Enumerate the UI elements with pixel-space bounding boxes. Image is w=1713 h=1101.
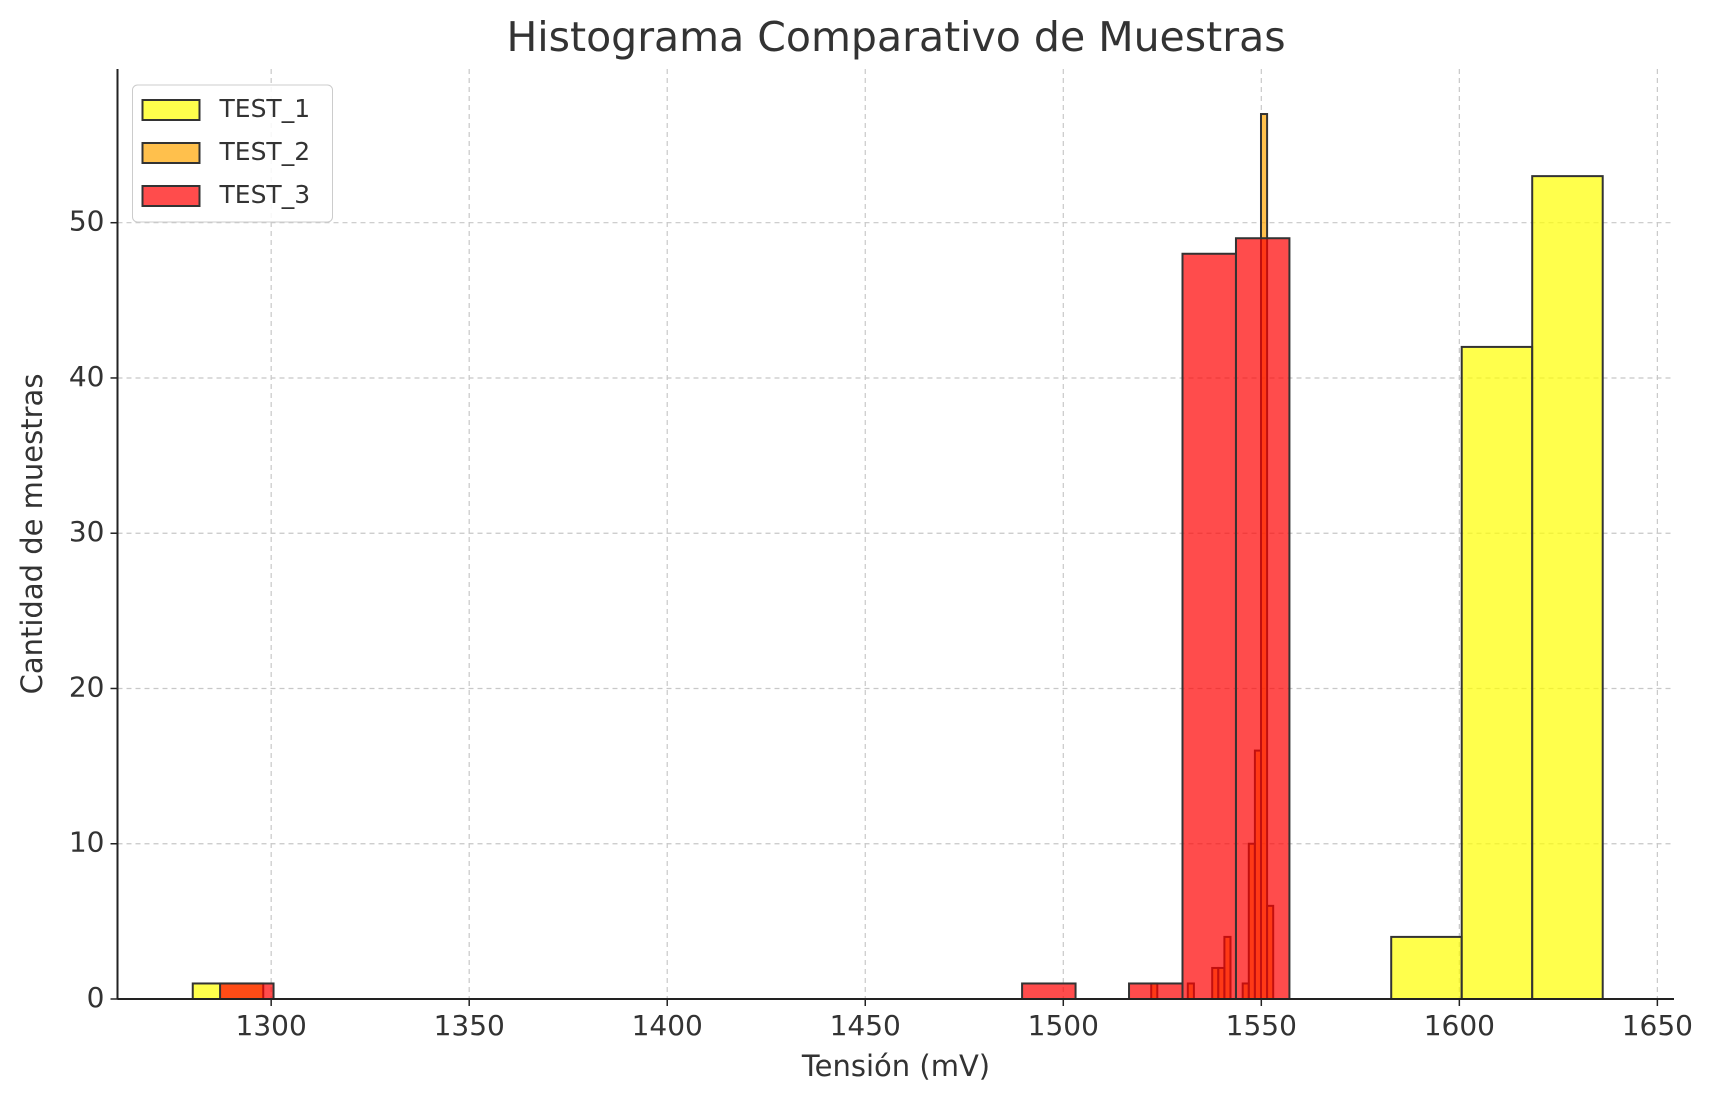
x-axis-label: Tensión (mV)	[801, 1049, 990, 1083]
legend-swatch	[141, 142, 201, 164]
y-tick-label: 10	[69, 826, 105, 859]
legend-swatch	[141, 185, 201, 207]
x-tick-label: 1400	[632, 1009, 703, 1042]
bar	[1460, 345, 1534, 1000]
legend-swatch	[141, 99, 201, 121]
bar	[1531, 175, 1604, 1000]
x-tick-label: 1300	[236, 1009, 307, 1042]
bar	[1128, 982, 1184, 1000]
x-tick-label: 1600	[1424, 1009, 1495, 1042]
bar	[1181, 252, 1237, 1000]
y-tick-label: 30	[69, 515, 105, 548]
y-tick-label: 50	[69, 205, 105, 238]
legend-label: TEST_2	[219, 137, 311, 166]
x-tick-label: 1650	[1622, 1009, 1693, 1042]
legend-label: TEST_1	[219, 94, 311, 123]
y-tick-label: 20	[69, 670, 105, 703]
y-tick-label: 40	[69, 360, 105, 393]
bar	[1390, 935, 1463, 1000]
chart-title: Histograma Comparativo de Muestras	[506, 13, 1285, 61]
x-tick-label: 1550	[1226, 1009, 1297, 1042]
x-tick-label: 1500	[1028, 1009, 1099, 1042]
y-tick-label: 0	[87, 981, 105, 1014]
legend-label: TEST_3	[219, 180, 311, 209]
x-tick-label: 1450	[830, 1009, 901, 1042]
x-tick-label: 1350	[434, 1009, 505, 1042]
bar	[219, 982, 275, 1000]
bar	[1021, 982, 1077, 1000]
bar	[1234, 237, 1291, 1000]
y-axis-label: Cantidad de muestras	[15, 374, 49, 695]
